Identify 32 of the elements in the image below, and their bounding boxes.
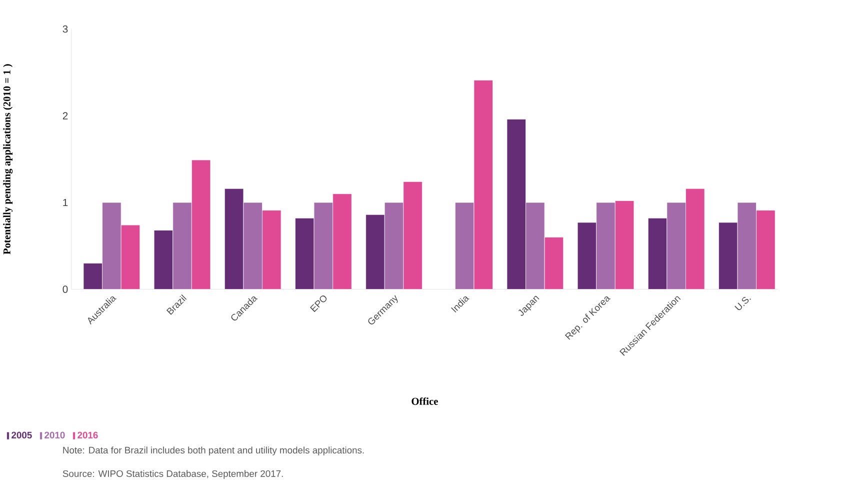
bar [737,202,757,290]
y-tick-label: 0 [62,286,68,293]
bar [384,202,404,290]
legend-label: 2016 [78,432,98,438]
bar [526,202,545,290]
y-tick-label: 2 [62,112,68,120]
y-axis-title: Potentially pending applications (2010 = 1 ) [3,64,13,254]
legend-label: 2005 [12,432,32,438]
source-note: Source: WIPO Statistics Database, September 2017. [62,470,283,479]
bar [666,202,686,290]
bar [544,236,564,290]
bar [102,202,122,290]
bar [474,80,493,290]
bar [243,202,262,290]
bar [314,202,334,290]
bar [686,188,705,290]
y-tick-label: 3 [62,25,68,33]
text: Note: Data for Brazil includes both patent and utility models applications. [63,446,364,456]
bar [614,200,634,290]
x-axis-title: Office [412,397,438,405]
bar [596,202,616,290]
y-tick-label: 1 [63,198,68,206]
bar [332,194,352,290]
bar [120,224,140,290]
bar [455,202,474,290]
bar [262,210,282,290]
bar [172,202,192,290]
bar [756,210,776,290]
x-tick-label: U.S. [734,296,751,310]
bar [191,160,211,290]
legend-label: 2010 [44,432,65,438]
bar [403,181,422,290]
